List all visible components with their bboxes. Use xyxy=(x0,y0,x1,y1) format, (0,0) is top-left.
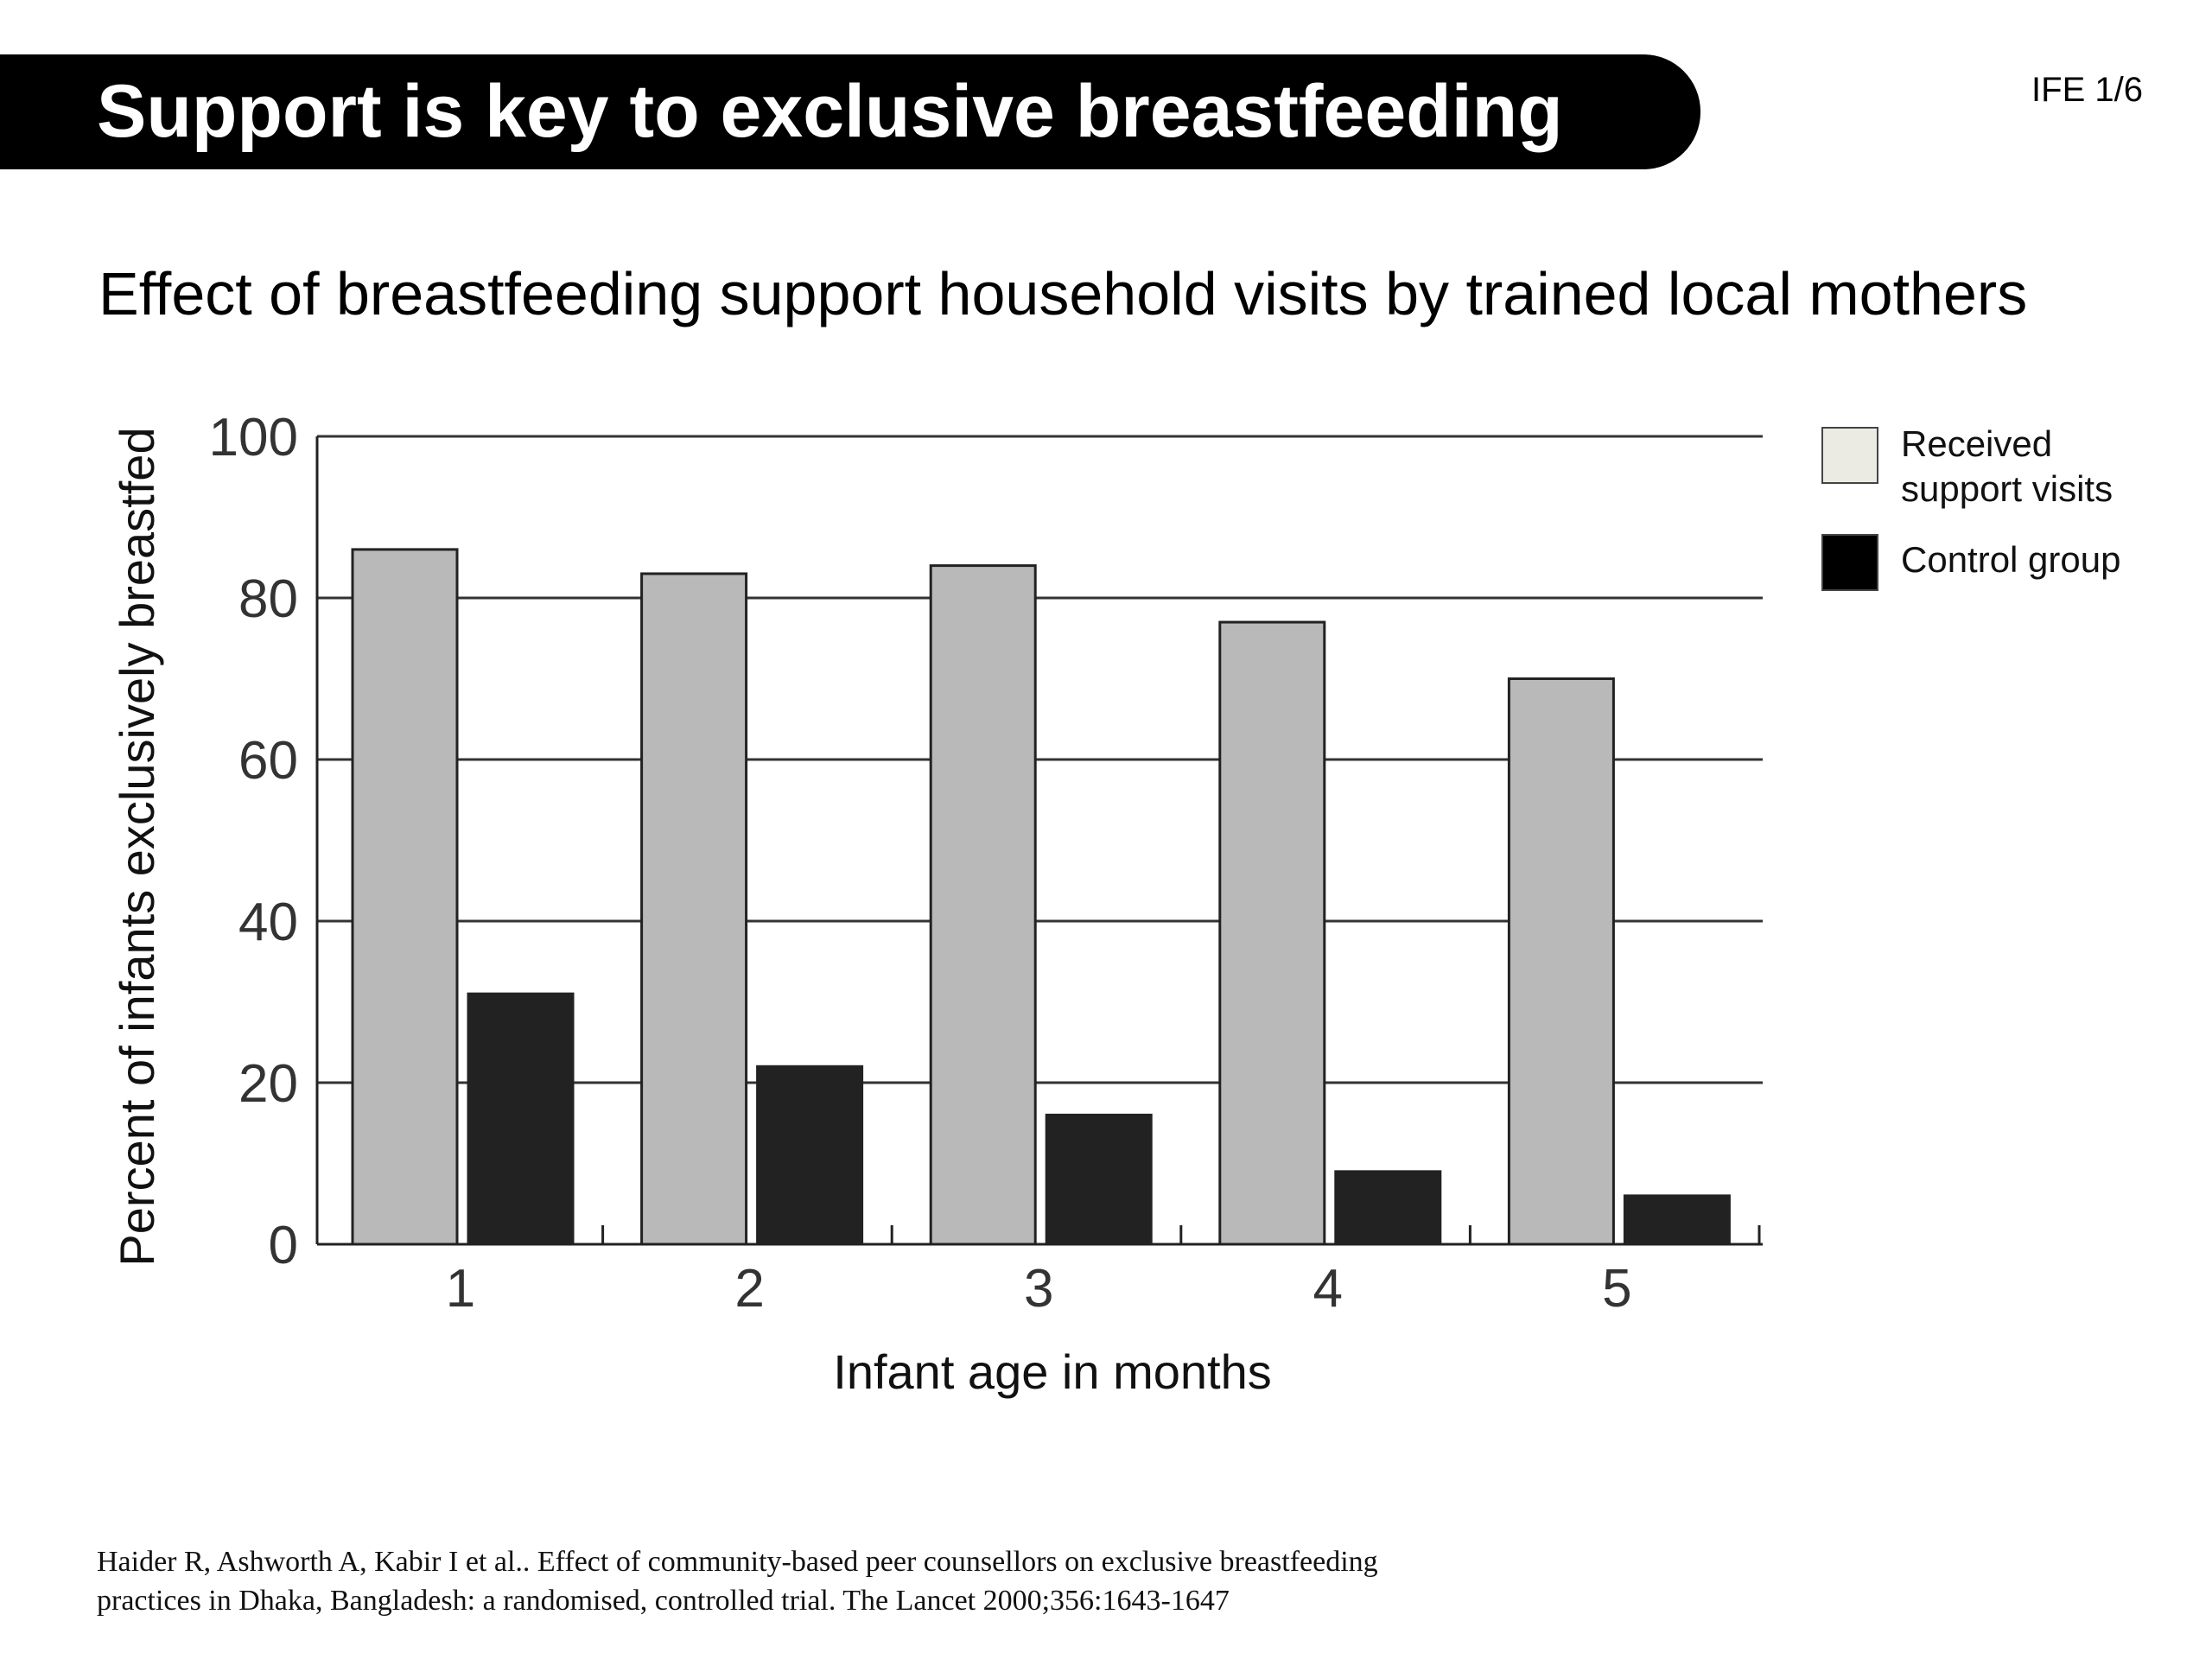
page-title: Support is key to exclusive breastfeedin… xyxy=(97,70,1563,153)
x-tick-label: 2 xyxy=(734,1259,764,1319)
x-tick-label: 1 xyxy=(446,1259,475,1319)
bar-control-month-1 xyxy=(467,992,575,1246)
chart-subtitle: Effect of breastfeeding support househol… xyxy=(99,260,2028,327)
bar-support-month-2 xyxy=(640,572,748,1246)
slide-id: IFE 1/6 xyxy=(2031,71,2143,109)
bar-control-month-3 xyxy=(1045,1113,1153,1246)
bar-support-month-3 xyxy=(929,564,1037,1246)
legend-label-control: Control group xyxy=(1901,539,2121,580)
bar-support-month-4 xyxy=(1218,620,1326,1246)
bar-control-month-5 xyxy=(1623,1194,1731,1246)
x-axis-label: Infant age in months xyxy=(833,1344,1271,1399)
y-tick-label: 0 xyxy=(269,1216,298,1275)
bar-support-month-5 xyxy=(1507,677,1615,1246)
y-axis-label: Percent of infants exclusively breastfed xyxy=(110,427,164,1266)
bar-control-month-2 xyxy=(756,1065,864,1246)
y-tick-label: 60 xyxy=(238,731,298,791)
citation: Haider R, Ashworth A, Kabir I et al.. Ef… xyxy=(97,1546,1378,1617)
bar-support-month-1 xyxy=(351,548,459,1246)
legend-swatch-control xyxy=(1821,534,1878,591)
y-tick-label: 40 xyxy=(238,893,298,952)
legend-swatch-support xyxy=(1821,427,1878,484)
legend-label-support: Received support visits xyxy=(1901,423,2113,509)
x-tick-label: 3 xyxy=(1024,1259,1053,1319)
x-tick-label: 4 xyxy=(1313,1259,1343,1319)
y-tick-label: 20 xyxy=(238,1054,298,1114)
y-tick-label: 80 xyxy=(238,569,298,629)
bar-control-month-4 xyxy=(1334,1170,1442,1246)
x-tick-label: 5 xyxy=(1602,1259,1631,1319)
y-tick-label: 100 xyxy=(209,408,298,467)
title-bar: Support is key to exclusive breastfeedin… xyxy=(0,54,1700,169)
